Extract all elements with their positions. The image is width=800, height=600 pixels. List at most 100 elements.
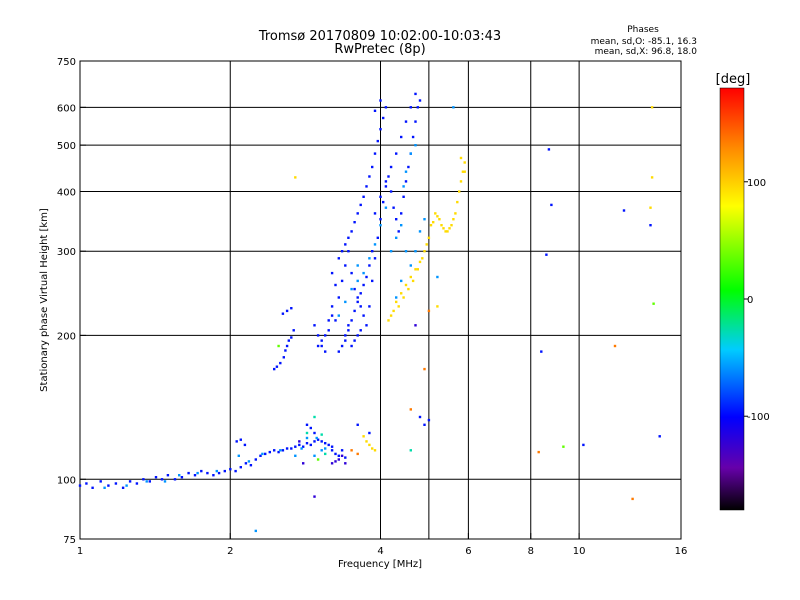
data-point	[91, 486, 94, 489]
data-point	[353, 221, 356, 224]
data-point	[316, 438, 320, 441]
data-point	[261, 452, 264, 456]
data-point	[290, 336, 293, 339]
data-point	[344, 264, 347, 267]
data-point	[418, 230, 422, 233]
y-tick-label: 300	[57, 247, 76, 258]
data-point	[309, 426, 312, 430]
gridlines	[80, 61, 681, 539]
data-point	[217, 471, 221, 475]
data-point	[407, 165, 410, 169]
data-point	[294, 176, 297, 179]
data-point	[384, 185, 388, 188]
data-point	[173, 478, 177, 481]
data-point	[448, 227, 451, 230]
data-point	[313, 495, 316, 498]
data-point	[305, 442, 309, 445]
data-point	[344, 243, 347, 246]
data-point	[334, 460, 337, 463]
data-point	[344, 339, 347, 342]
data-point	[350, 344, 353, 348]
data-point	[324, 442, 327, 445]
data-point	[330, 449, 334, 452]
data-point	[389, 165, 393, 169]
data-point	[384, 180, 388, 183]
data-point	[376, 236, 379, 239]
data-point	[277, 450, 280, 454]
y-tick-label: 400	[57, 187, 76, 198]
data-point	[327, 319, 330, 322]
data-point	[279, 449, 282, 452]
data-point	[356, 334, 359, 337]
data-point	[359, 203, 362, 207]
data-point	[652, 302, 655, 305]
data-point	[379, 195, 382, 198]
data-point	[411, 135, 415, 139]
data-point	[365, 185, 368, 188]
data-point	[244, 462, 248, 465]
data-point	[540, 350, 543, 353]
data-point	[99, 480, 102, 483]
data-point	[402, 185, 405, 188]
data-point	[407, 287, 410, 291]
data-point	[298, 443, 301, 447]
y-tick-label: 750	[57, 57, 76, 68]
data-point	[356, 264, 359, 267]
data-point	[148, 480, 151, 483]
data-point	[444, 230, 447, 233]
data-point	[545, 253, 548, 256]
y-tick-label: 75	[63, 535, 76, 546]
data-point	[409, 275, 412, 279]
data-point	[353, 339, 356, 342]
data-point	[324, 334, 327, 337]
data-point	[397, 230, 400, 233]
data-point	[259, 454, 262, 457]
data-point	[249, 464, 253, 467]
data-point	[337, 314, 340, 317]
data-point	[125, 484, 128, 487]
data-point	[313, 454, 316, 457]
data-point	[373, 212, 377, 215]
data-point	[368, 257, 371, 260]
data-point	[389, 250, 393, 253]
data-point	[163, 480, 167, 483]
data-point	[423, 367, 426, 371]
data-point	[166, 474, 170, 477]
data-point	[313, 440, 316, 443]
data-point	[402, 296, 405, 299]
data-point	[371, 250, 374, 253]
data-point	[300, 447, 303, 450]
data-point	[414, 120, 417, 123]
data-point	[409, 106, 412, 109]
data-point	[365, 324, 368, 327]
data-point	[550, 203, 553, 207]
data-point	[458, 190, 461, 193]
data-point	[384, 206, 388, 209]
data-point	[337, 350, 340, 353]
data-point	[347, 329, 350, 332]
colorbar-ticks: 100 0 -100	[744, 178, 770, 423]
data-point	[463, 161, 466, 164]
data-point	[316, 334, 320, 337]
data-point	[85, 482, 88, 485]
data-point	[223, 469, 226, 473]
data-point	[404, 250, 408, 253]
data-point	[340, 279, 344, 283]
x-tick-label: 4	[377, 546, 383, 557]
x-tick-label: 16	[675, 546, 688, 557]
x-tick-label: 8	[528, 546, 534, 557]
colorbar-tick-label: 100	[747, 178, 766, 189]
data-point	[409, 152, 412, 155]
data-point	[344, 456, 347, 459]
data-point	[373, 257, 377, 260]
data-point	[154, 476, 158, 479]
data-point	[247, 460, 251, 463]
data-point	[362, 195, 365, 198]
data-point	[145, 480, 148, 483]
data-point	[402, 195, 405, 198]
data-point	[285, 344, 289, 348]
data-point	[330, 314, 334, 317]
data-point	[414, 92, 417, 96]
data-point	[254, 458, 257, 461]
data-point	[114, 482, 118, 485]
